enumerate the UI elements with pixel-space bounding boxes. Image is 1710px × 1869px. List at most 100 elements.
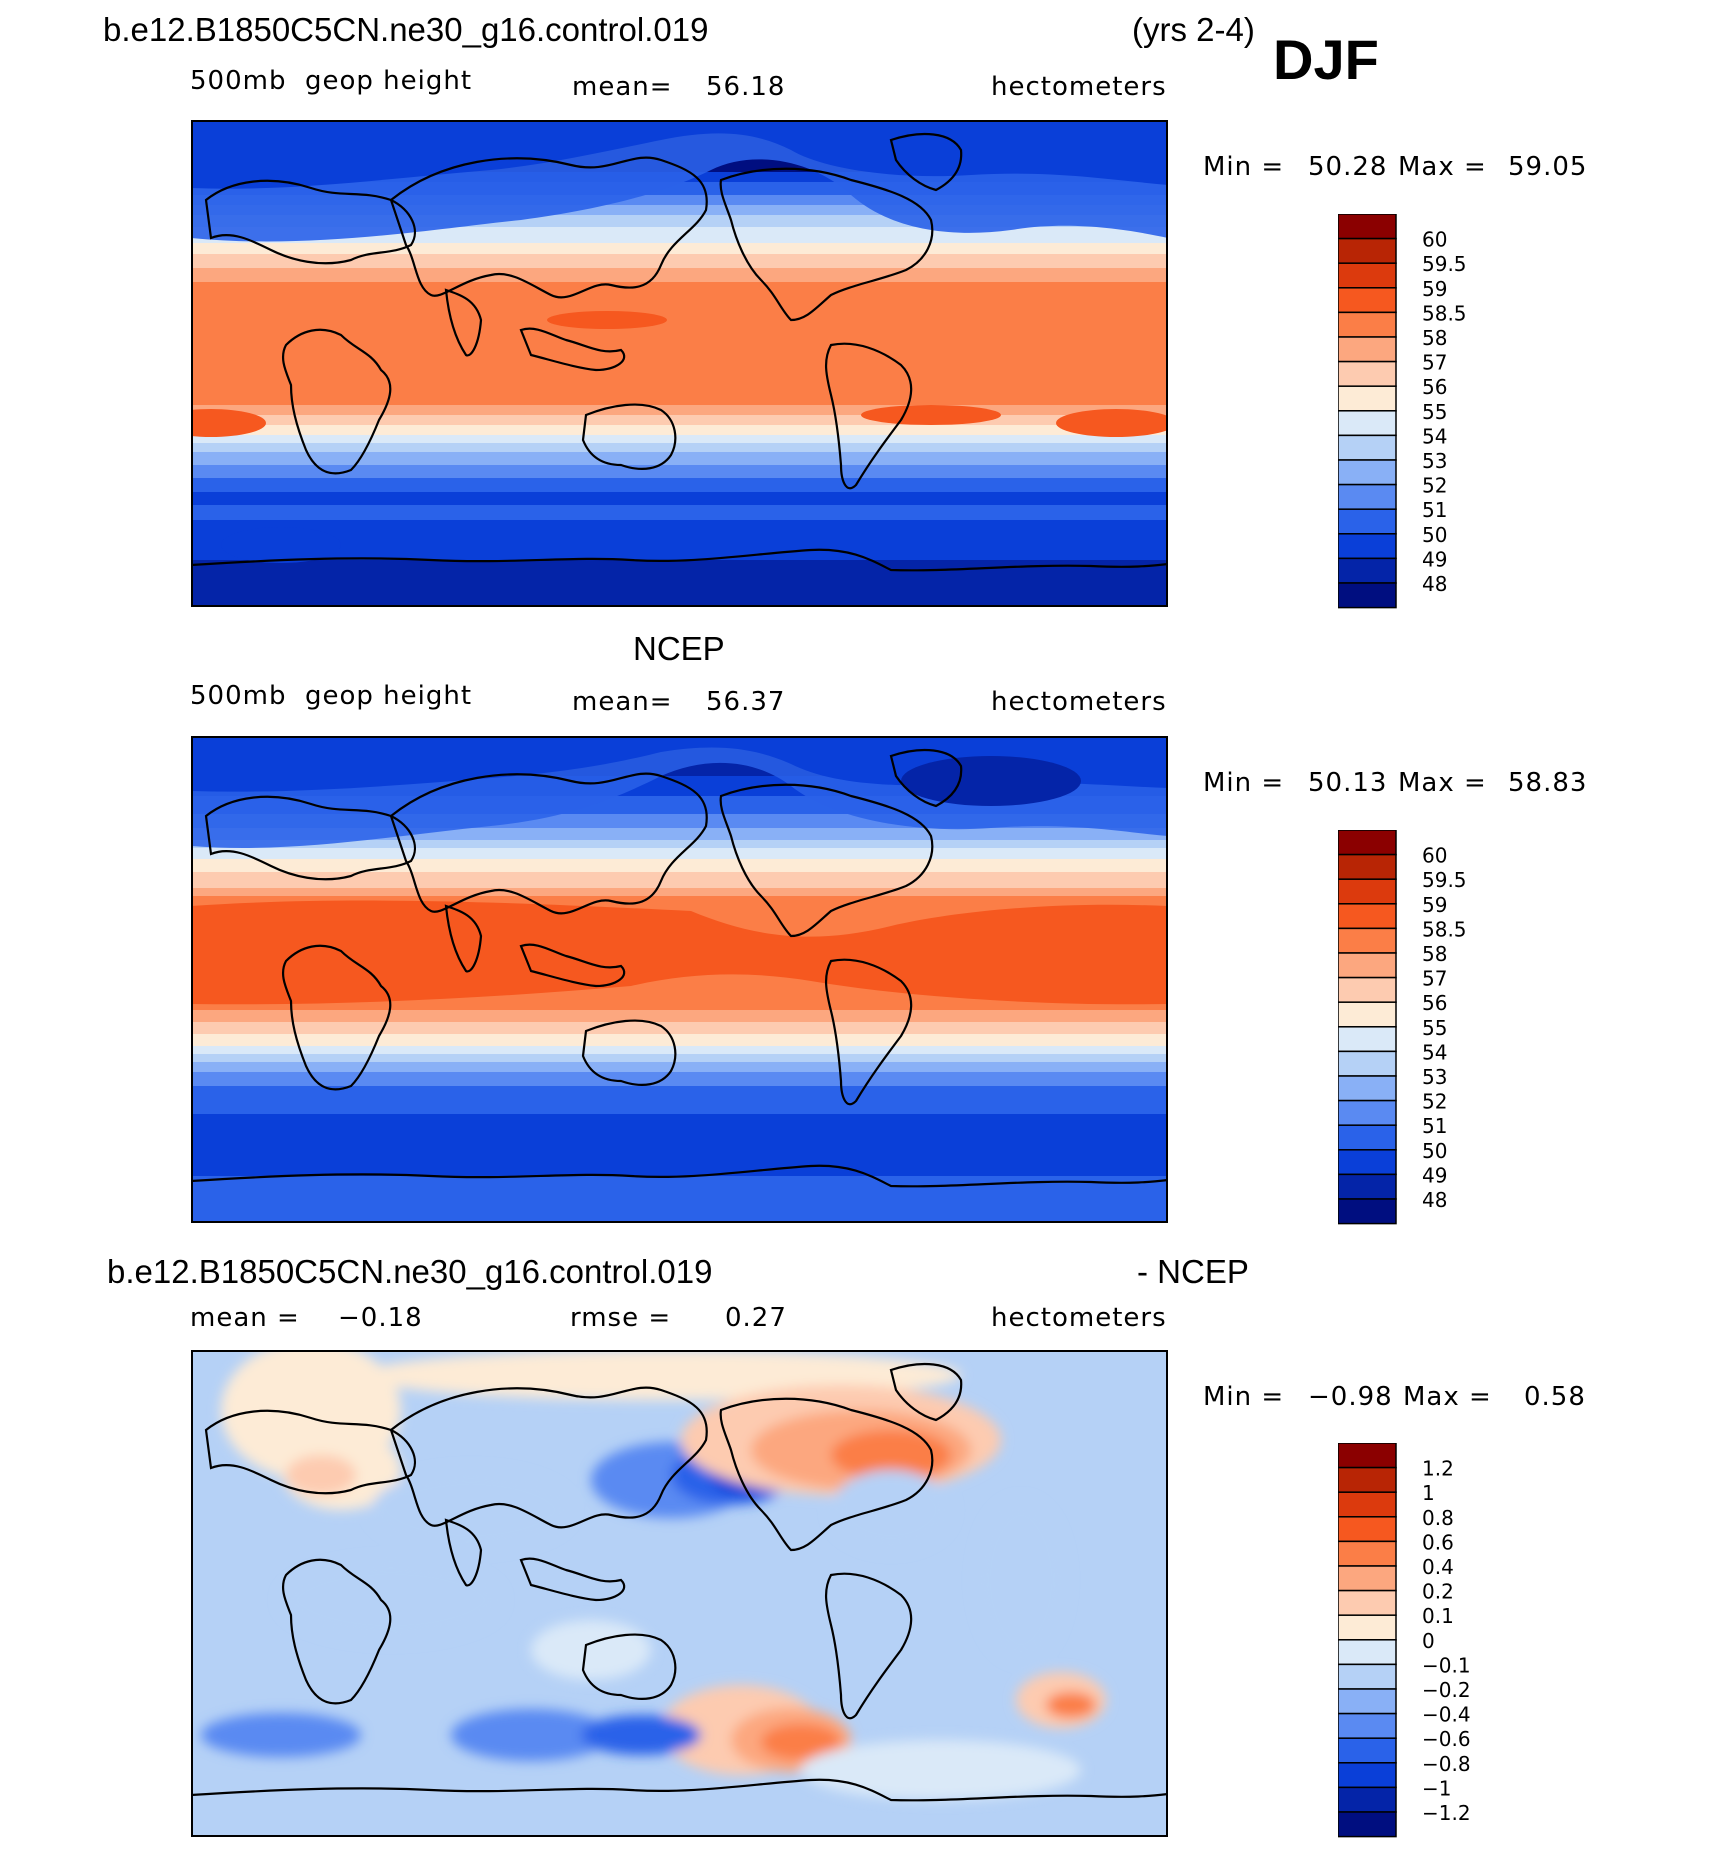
colorbar-tick-label: 55 <box>1422 1016 1447 1040</box>
colorbar-swatch <box>1338 582 1397 609</box>
obs-mean-value: 56.37 <box>706 687 786 717</box>
colorbar-tick-label: −0.2 <box>1422 1678 1471 1702</box>
diff-title-suffix: - NCEP <box>1137 1253 1249 1290</box>
colorbar-swatch <box>1338 1540 1397 1567</box>
colorbar-swatch <box>1338 952 1397 979</box>
colorbar-swatch <box>1338 1198 1397 1225</box>
colorbar-swatch <box>1338 360 1397 387</box>
colorbar-swatch <box>1338 508 1397 535</box>
colorbar-swatch <box>1338 1663 1397 1690</box>
colorbar-tick-label: 58.5 <box>1422 917 1467 941</box>
colorbar-swatch <box>1338 214 1397 240</box>
colorbar-tick-label: 48 <box>1422 572 1447 596</box>
colorbar-tick-label: 0 <box>1422 1629 1435 1653</box>
colorbar-tick-label: 52 <box>1422 1090 1447 1114</box>
colorbar-tick-label: 58.5 <box>1422 301 1467 325</box>
colorbar-tick-label: 52 <box>1422 474 1447 498</box>
colorbar-tick-label: 57 <box>1422 967 1447 991</box>
colorbar-swatch <box>1338 1124 1397 1151</box>
model-min-value: 50.28 <box>1308 152 1388 182</box>
obs-mean-label: mean= <box>572 687 673 717</box>
colorbar-tick-label: 57 <box>1422 351 1447 375</box>
colorbar-tick-label: 51 <box>1422 1114 1447 1138</box>
colorbar-swatch <box>1338 1099 1397 1126</box>
model-contour-bands <box>191 120 1168 607</box>
colorbar-swatch <box>1338 1001 1397 1028</box>
obs-max-label: Max = <box>1398 768 1487 798</box>
colorbar-tick-label: 59 <box>1422 277 1447 301</box>
diff-rmse-value: 0.27 <box>725 1303 787 1333</box>
colorbar-tick-label: 58 <box>1422 326 1447 350</box>
colorbar-tick-label: 59 <box>1422 893 1447 917</box>
colorbar-swatch <box>1338 1050 1397 1077</box>
colorbar-tick-label: 58 <box>1422 942 1447 966</box>
model-run-title: b.e12.B1850C5CN.ne30_g16.control.019 <box>103 11 709 48</box>
colorbar-tick-label: 56 <box>1422 991 1447 1015</box>
model-max-label: Max = <box>1398 152 1487 182</box>
colorbar-swatch <box>1338 237 1397 264</box>
colorbar-tick-label: 53 <box>1422 1065 1447 1089</box>
obs-min-value: 50.13 <box>1308 768 1388 798</box>
colorbar-swatch <box>1338 1811 1397 1838</box>
diff-coastlines <box>191 1362 1168 1802</box>
colorbar-swatch <box>1338 1639 1397 1666</box>
colorbar-swatch <box>1338 459 1397 486</box>
diff-min-label: Min = <box>1203 1382 1285 1412</box>
diff-mean-value: −0.18 <box>338 1303 423 1333</box>
years-label: (yrs 2-4) <box>1132 11 1255 48</box>
colorbar-tick-label: 56 <box>1422 375 1447 399</box>
colorbar-tick-label: 1 <box>1422 1481 1435 1505</box>
model-coastlines <box>191 132 1168 572</box>
model-max-value: 59.05 <box>1508 152 1588 182</box>
colorbar-tick-label: 49 <box>1422 547 1447 571</box>
colorbar-swatch <box>1338 976 1397 1003</box>
colorbar-swatch <box>1338 1565 1397 1592</box>
model-variable-label: 500mb geop height <box>190 66 473 96</box>
colorbar-tick-label: 0.2 <box>1422 1580 1454 1604</box>
colorbar-tick-label: 59.5 <box>1422 868 1467 892</box>
colorbar-swatch <box>1338 830 1397 856</box>
model-map <box>191 120 1168 607</box>
colorbar-swatch <box>1338 853 1397 880</box>
colorbar-swatch <box>1338 903 1397 930</box>
colorbar-swatch <box>1338 1786 1397 1813</box>
diff-colorbar: 1.210.80.60.40.20.10−0.1−0.2−0.4−0.6−0.8… <box>1338 1443 1471 1838</box>
model-mean-label: mean= <box>572 72 673 102</box>
colorbar-swatch <box>1338 1762 1397 1789</box>
colorbar-tick-label: 60 <box>1422 844 1447 868</box>
season-label: DJF <box>1273 28 1379 91</box>
colorbar-swatch <box>1338 311 1397 338</box>
colorbar-tick-label: −0.6 <box>1422 1727 1471 1751</box>
obs-contour-bands <box>191 736 1168 1223</box>
colorbar-tick-label: 50 <box>1422 523 1447 547</box>
colorbar-tick-label: 55 <box>1422 400 1447 424</box>
colorbar-tick-label: 54 <box>1422 1040 1447 1064</box>
obs-variable-label: 500mb geop height <box>190 681 473 711</box>
colorbar-swatch <box>1338 336 1397 363</box>
colorbar-swatch <box>1338 1614 1397 1641</box>
colorbar-tick-label: 51 <box>1422 498 1447 522</box>
colorbar-swatch <box>1338 1491 1397 1518</box>
colorbar-swatch <box>1338 557 1397 584</box>
diff-max-value: 0.58 <box>1524 1382 1586 1412</box>
colorbar-tick-label: 1.2 <box>1422 1457 1454 1481</box>
colorbar-swatch <box>1338 1149 1397 1176</box>
colorbar-swatch <box>1338 1688 1397 1715</box>
colorbar-tick-label: −0.8 <box>1422 1752 1471 1776</box>
diff-map <box>191 1350 1168 1837</box>
colorbar-tick-label: 0.6 <box>1422 1530 1454 1554</box>
obs-units-label: hectometers <box>991 687 1167 717</box>
colorbar-tick-label: 48 <box>1422 1188 1447 1212</box>
colorbar-swatch <box>1338 1466 1397 1493</box>
colorbar-tick-label: 0.4 <box>1422 1555 1454 1579</box>
diff-run-title: b.e12.B1850C5CN.ne30_g16.control.019 <box>107 1253 713 1290</box>
diff-units-label: hectometers <box>991 1303 1167 1333</box>
colorbar-tick-label: 50 <box>1422 1139 1447 1163</box>
colorbar-swatch <box>1338 927 1397 954</box>
colorbar-tick-label: 59.5 <box>1422 252 1467 276</box>
colorbar-tick-label: 0.1 <box>1422 1604 1454 1628</box>
diff-max-label: Max = <box>1403 1382 1492 1412</box>
colorbar-swatch <box>1338 533 1397 560</box>
